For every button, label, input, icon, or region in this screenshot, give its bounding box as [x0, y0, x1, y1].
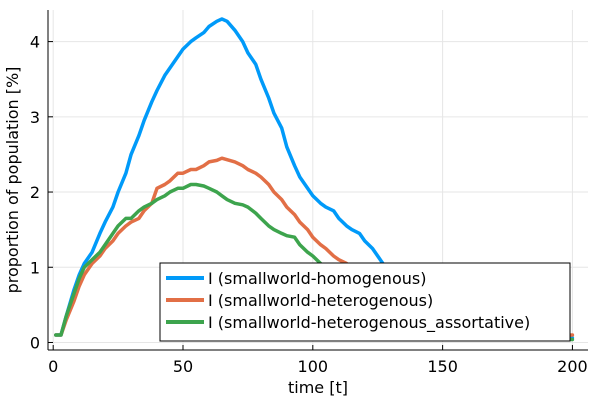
- y-tick-label: 1: [30, 258, 40, 277]
- legend-label-heterogenous: I (smallworld-heterogenous): [208, 291, 433, 310]
- x-tick-label: 200: [557, 357, 588, 376]
- y-tick-label: 3: [30, 108, 40, 127]
- y-tick-label: 4: [30, 33, 40, 52]
- x-tick-label: 150: [427, 357, 458, 376]
- x-tick-label: 100: [298, 357, 329, 376]
- y-tick-label: 0: [30, 333, 40, 352]
- x-tick-label: 50: [173, 357, 193, 376]
- legend-label-homogenous: I (smallworld-homogenous): [208, 269, 426, 288]
- x-tick-label: 0: [48, 357, 58, 376]
- legend-box: [159, 262, 571, 342]
- legend-label-assortative: I (smallworld-heterogenous_assortative): [208, 313, 530, 333]
- y-tick-label: 2: [30, 183, 40, 202]
- x-axis-label: time [t]: [288, 378, 348, 397]
- axes-layer: [47, 10, 588, 351]
- y-axis-label: proportion of population [%]: [3, 67, 22, 294]
- legend: I (smallworld-homogenous) I (smallworld-…: [159, 262, 571, 342]
- tick-layer: 0 50 100 150 200 0 1 2 3 4: [30, 33, 588, 376]
